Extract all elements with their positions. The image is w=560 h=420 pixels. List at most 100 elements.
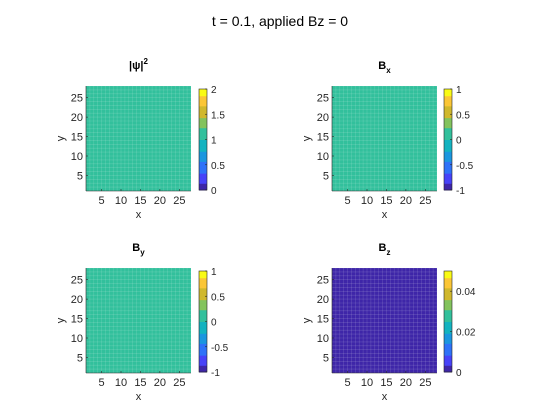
colorbar-segment xyxy=(199,311,207,314)
colorbar-tick-label: 0 xyxy=(456,368,462,379)
colorbar-segment xyxy=(444,102,452,105)
colorbar-segment xyxy=(444,318,452,321)
subplot-2: 5 10 15 20 25 5 10 15 20 25 x y Bx -1 -0.5 0 0.5 1 xyxy=(301,60,474,221)
colorbar-segment xyxy=(199,158,207,161)
colorbar-segment xyxy=(199,186,207,189)
x-tick-label: 5 xyxy=(344,195,350,207)
colorbar-segment xyxy=(444,154,452,157)
colorbar: -1 -0.5 0 0.5 1 xyxy=(443,85,474,197)
colorbar-segment xyxy=(199,184,207,188)
colorbar-segment xyxy=(199,308,207,311)
colorbar-segment xyxy=(444,368,452,371)
colorbar-segment xyxy=(444,326,452,329)
x-tick-label: 10 xyxy=(115,377,127,389)
colorbar-segment xyxy=(444,139,452,142)
colorbar-segment xyxy=(444,356,452,360)
colorbar-segment xyxy=(199,161,207,164)
colorbar-segment xyxy=(199,181,207,184)
colorbar-segment xyxy=(444,328,452,331)
colorbar-segment xyxy=(199,294,207,297)
colorbar-segment xyxy=(199,274,207,277)
colorbar-segment xyxy=(199,287,207,291)
colorbar-segment xyxy=(444,134,452,137)
colorbar: -1 -0.5 0 0.5 1 xyxy=(198,267,229,379)
colorbar-segment xyxy=(444,115,452,119)
subplot-title: Bx xyxy=(378,60,391,75)
colorbar-segment xyxy=(199,171,207,174)
colorbar-segment xyxy=(444,142,452,146)
colorbar-segment xyxy=(199,149,207,152)
colorbar-segment xyxy=(444,361,452,365)
colorbar-segment xyxy=(199,99,207,102)
colorbar-segment xyxy=(199,188,207,191)
heatmap-field xyxy=(331,85,438,192)
colorbar-segment xyxy=(199,119,207,122)
colorbar-segment xyxy=(199,169,207,172)
heatmap-surface xyxy=(332,86,437,191)
colorbar-segment xyxy=(199,356,207,360)
colorbar-tick-label: 0 xyxy=(456,136,462,147)
colorbar-segment xyxy=(444,131,452,134)
colorbar-segment xyxy=(199,173,207,176)
colorbar-segment xyxy=(444,321,452,324)
colorbar-segment xyxy=(199,168,207,171)
colorbar-segment xyxy=(199,131,207,134)
colorbar-segment xyxy=(199,159,207,162)
y-tick-label: 5 xyxy=(323,352,329,364)
colorbar-segment xyxy=(444,137,452,140)
colorbar-segment xyxy=(444,178,452,181)
x-tick-label: 10 xyxy=(115,195,127,207)
colorbar-segment xyxy=(444,366,452,370)
x-tick-label: 15 xyxy=(134,377,146,389)
colorbar-segment xyxy=(199,313,207,316)
colorbar-segment xyxy=(444,136,452,139)
colorbar-segment xyxy=(199,89,207,92)
colorbar-segment xyxy=(199,309,207,312)
x-tick-label: 25 xyxy=(419,195,431,207)
x-tick-label: 20 xyxy=(400,195,412,207)
colorbar-tick-label: 1 xyxy=(456,85,462,96)
colorbar-segment xyxy=(199,321,207,324)
colorbar-segment xyxy=(444,90,452,93)
colorbar-segment xyxy=(199,151,207,154)
colorbar-segment xyxy=(199,316,207,319)
y-tick-label: 20 xyxy=(317,112,329,124)
colorbar-segment xyxy=(199,361,207,365)
colorbar-segment xyxy=(199,304,207,307)
colorbar-segment xyxy=(444,152,452,156)
heatmap-field xyxy=(331,267,438,374)
x-tick-label: 20 xyxy=(400,377,412,389)
colorbar-segment xyxy=(199,334,207,338)
colorbar-segment xyxy=(444,184,452,188)
y-axis-label: y xyxy=(55,135,67,141)
y-tick-label: 10 xyxy=(71,333,83,345)
colorbar-segment xyxy=(199,297,207,301)
colorbar-segment xyxy=(444,340,452,343)
colorbar-segment xyxy=(199,346,207,349)
colorbar-segment xyxy=(444,114,452,117)
colorbar-segment xyxy=(444,149,452,152)
colorbar-segment xyxy=(444,161,452,164)
colorbar-segment xyxy=(199,355,207,358)
heatmap-surface xyxy=(86,86,191,191)
colorbar-segment xyxy=(199,301,207,304)
y-tick-label: 20 xyxy=(71,112,83,124)
colorbar-segment xyxy=(199,340,207,343)
colorbar-segment xyxy=(444,343,452,346)
subplot-title: By xyxy=(132,242,145,257)
colorbar-segment xyxy=(444,301,452,304)
colorbar-segment xyxy=(199,358,207,361)
x-tick-label: 15 xyxy=(134,195,146,207)
colorbar-segment xyxy=(199,289,207,292)
colorbar-segment xyxy=(444,296,452,299)
colorbar-segment xyxy=(444,105,452,109)
colorbar-segment xyxy=(444,281,452,284)
colorbar-segment xyxy=(444,126,452,129)
colorbar-tick-label: 1 xyxy=(211,267,217,278)
colorbar-segment xyxy=(444,117,452,120)
colorbar-tick-label: -0.5 xyxy=(211,343,229,354)
colorbar-segment xyxy=(444,360,452,363)
colorbar-segment xyxy=(199,120,207,124)
heatmap-field xyxy=(85,267,192,374)
